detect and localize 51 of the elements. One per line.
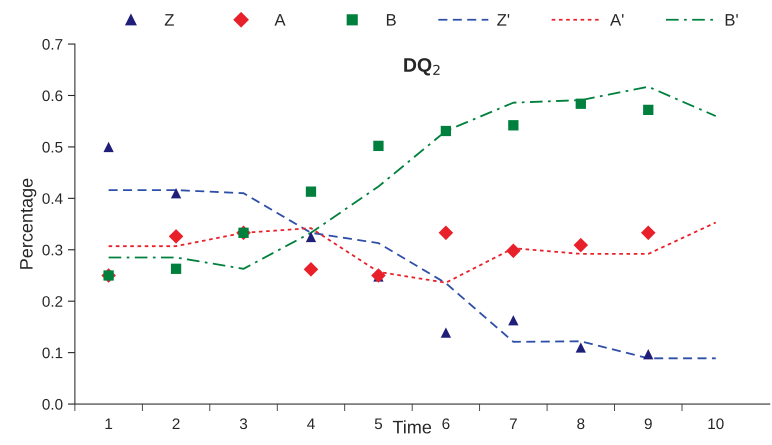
- point: [508, 120, 518, 130]
- legend-label: A': [610, 14, 624, 26]
- y-tick-label: 0.1: [42, 348, 62, 358]
- point: [508, 315, 518, 326]
- point: [574, 238, 588, 252]
- x-axis-title: Time: [392, 420, 432, 434]
- point: [440, 327, 452, 338]
- text: DQ$_{2}$: [404, 58, 440, 76]
- x-tick-label: 8: [577, 418, 584, 430]
- point: [306, 186, 316, 197]
- x-tick-label: 4: [307, 418, 315, 430]
- legend-label: Z: [164, 14, 174, 26]
- point: [103, 142, 114, 152]
- line-series: [108, 222, 717, 284]
- point: [373, 140, 384, 152]
- x-tick-label: 10: [708, 418, 724, 430]
- y-tick-label: 0.6: [42, 90, 62, 102]
- point: [168, 229, 184, 244]
- x-tick-label: 3: [240, 418, 248, 430]
- point: [304, 262, 318, 277]
- y-tick-label: 0.4: [42, 193, 63, 204]
- y-tick-label: 0.5: [42, 142, 62, 153]
- point: [371, 268, 386, 283]
- y-axis-title: Percentage: [20, 178, 36, 269]
- y-tick-label: 0.0: [42, 398, 62, 410]
- line-series: [108, 86, 717, 270]
- point: [640, 226, 656, 240]
- y-tick-label: 0.2: [42, 296, 62, 307]
- x-tick-label: 9: [644, 418, 652, 430]
- line-series: [108, 189, 717, 360]
- point: [170, 264, 182, 274]
- x-tick-label: 2: [172, 418, 180, 430]
- point: [576, 98, 586, 109]
- y-tick-label: 0.3: [42, 244, 62, 256]
- point: [643, 349, 654, 360]
- legend-label: Z': [497, 14, 510, 26]
- x-tick-label: 7: [510, 418, 517, 430]
- point: [506, 244, 521, 258]
- legend-label: A: [274, 14, 286, 26]
- x-tick-label: 1: [106, 418, 112, 430]
- legend-label: B: [386, 14, 396, 26]
- y-tick-label: 0.7: [42, 38, 62, 50]
- point: [576, 342, 586, 353]
- point: [170, 188, 182, 198]
- x-tick-label: 6: [442, 418, 450, 430]
- point: [306, 232, 316, 242]
- point: [438, 226, 454, 240]
- x-tick-label: 5: [374, 418, 382, 430]
- point: [440, 126, 452, 136]
- point: [643, 104, 654, 116]
- legend-label: B': [726, 14, 738, 26]
